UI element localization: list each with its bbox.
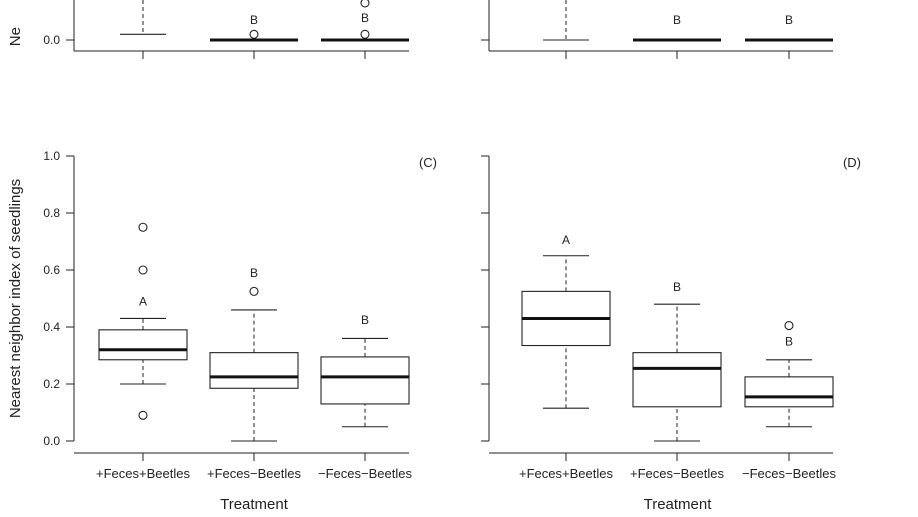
box-1: A [521, 233, 611, 409]
significance-letter: B [785, 334, 793, 348]
outlier-point [138, 410, 148, 420]
significance-letter: B [250, 266, 258, 280]
outlier-point [249, 29, 259, 39]
x-category-label: +Feces−Beetles [630, 466, 724, 481]
box-2: B [210, 13, 298, 42]
x-category-label: −Feces−Beetles [742, 466, 836, 481]
box-1 [543, 0, 589, 41]
significance-letter: B [250, 13, 258, 27]
outlier-point [360, 0, 370, 8]
iqr-box [209, 352, 299, 389]
box-2: B [632, 280, 722, 442]
box-3: B [320, 313, 410, 428]
box-2: B [209, 266, 299, 442]
x-category-label: −Feces−Beetles [318, 466, 412, 481]
panel-label: (D) [843, 155, 861, 170]
panel-label: (C) [419, 155, 437, 170]
y-tick-label: 1.0 [43, 149, 60, 163]
outlier-point [249, 286, 259, 296]
x-axis-title: Treatment [220, 496, 289, 513]
box-1 [120, 0, 166, 35]
outlier-point [138, 265, 148, 275]
significance-letter: B [673, 280, 681, 294]
box-1: A [98, 222, 188, 420]
outlier-point [138, 222, 148, 232]
panel-d: +Feces+Beetles +Feces−Beetles −Feces−Beetl… [481, 155, 861, 513]
significance-letter: B [361, 313, 369, 327]
box-3: B [744, 321, 834, 428]
y-tick-label: 0.6 [43, 263, 60, 277]
y-tick-label: 0.0 [43, 33, 60, 47]
x-category-label: +Feces+Beetles [96, 466, 190, 481]
iqr-box [744, 376, 834, 408]
panel-top-left: 0.0 Ne B B [7, 0, 409, 59]
significance-letter: B [673, 13, 681, 27]
outlier-point [360, 29, 370, 39]
iqr-box [320, 356, 410, 405]
iqr-box [632, 352, 722, 408]
x-category-label: +Feces+Beetles [519, 466, 613, 481]
y-tick-label: 0.0 [43, 434, 60, 448]
y-axis-title: Nearest neighbor index of seedlings [7, 179, 24, 418]
box-3: B [745, 13, 833, 42]
box-3: B [321, 0, 409, 42]
y-tick-label: 0.4 [43, 320, 60, 334]
y-tick-label: 0.2 [43, 377, 60, 391]
x-category-label: +Feces−Beetles [207, 466, 301, 481]
box-2: B [633, 13, 721, 42]
y-axis-title: Ne [7, 27, 24, 46]
significance-letter: B [785, 13, 793, 27]
significance-letter: A [139, 294, 147, 308]
y-tick-label: 0.8 [43, 206, 60, 220]
significance-letter: B [361, 11, 369, 25]
significance-letter: A [562, 233, 570, 247]
x-axis-title: Treatment [644, 496, 713, 513]
panel-c: 0.0 0.2 0.4 0.6 0.8 1.0 +Feces+Beetles +Feces−B… [7, 149, 437, 513]
outlier-point [784, 321, 794, 331]
iqr-box [98, 329, 188, 361]
